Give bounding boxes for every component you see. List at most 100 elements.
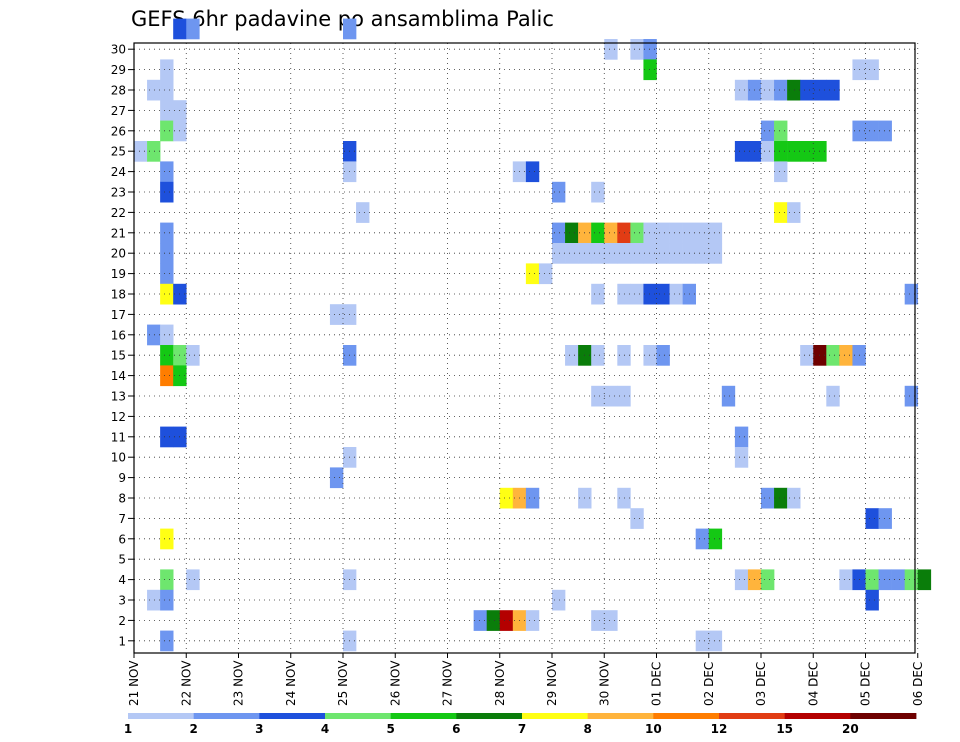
precip-cell — [134, 141, 148, 162]
precip-cell — [761, 79, 775, 101]
precip-cell — [147, 324, 161, 346]
precip-cell — [826, 345, 840, 366]
chart-title: GEFS 6hr padavine po ansamblima Palic — [131, 7, 554, 31]
precip-cell — [787, 487, 801, 509]
precip-cell — [160, 345, 174, 366]
color-scale-bar: 1 2 3 4 5 6 7 8 10 12 15 20 — [124, 713, 917, 736]
x-tick-label: 22 NOV — [179, 660, 193, 706]
colorbar-label: 5 — [386, 722, 394, 736]
precip-cell — [591, 283, 605, 305]
y-tick-label: 14 — [111, 369, 126, 383]
y-axis-member-ticks: 1234567891011121314151617181920212223242… — [111, 43, 134, 648]
x-tick-label: 30 NOV — [597, 660, 611, 706]
precip-cell — [734, 79, 749, 101]
precip-cell — [708, 222, 723, 244]
precip-cell — [525, 487, 540, 509]
colorbar-label: 1 — [124, 722, 132, 736]
y-tick-label: 16 — [111, 328, 126, 342]
precip-cell — [591, 181, 605, 203]
x-tick-label: 28 NOV — [493, 660, 507, 706]
precip-cell — [617, 487, 631, 509]
precip-cell — [591, 345, 605, 366]
precip-cell — [721, 385, 736, 407]
colorbar-label: 15 — [776, 722, 793, 736]
precipitation-cells — [134, 18, 932, 652]
precip-cell — [591, 385, 605, 407]
precip-cell — [734, 447, 749, 468]
precip-cell — [734, 569, 749, 591]
precip-cell — [761, 487, 775, 509]
precip-cell — [160, 528, 174, 550]
precip-cell — [734, 141, 749, 162]
precip-cell — [160, 181, 174, 203]
precip-cell — [800, 345, 814, 366]
colorbar-swatch — [390, 713, 457, 719]
precip-cell — [525, 263, 540, 285]
y-tick-label: 24 — [111, 165, 126, 179]
precip-cell — [643, 222, 657, 244]
precip-cell — [865, 120, 879, 142]
precip-cell — [499, 610, 514, 631]
precip-cell — [734, 426, 749, 448]
precip-cell — [761, 141, 775, 162]
y-tick-label: 25 — [111, 145, 126, 159]
precip-cell — [708, 630, 723, 652]
precip-cell — [565, 345, 579, 366]
precip-cell — [917, 569, 932, 591]
colorbar-label: 3 — [255, 722, 263, 736]
precip-cell — [761, 120, 775, 142]
precip-cell — [160, 630, 174, 652]
precip-cell — [147, 79, 161, 101]
precip-cell — [891, 569, 905, 591]
precip-cell — [695, 243, 710, 264]
precip-cell — [669, 283, 683, 305]
colorbar-swatch — [128, 713, 195, 719]
precip-cell — [499, 487, 514, 509]
precip-cell — [669, 222, 683, 244]
precip-cell — [604, 610, 618, 631]
precip-cell — [708, 528, 723, 550]
y-tick-label: 5 — [118, 553, 126, 567]
y-tick-label: 18 — [111, 288, 126, 302]
precip-cell — [774, 161, 788, 183]
x-tick-label: 04 DEC — [806, 662, 820, 706]
plot-frame — [133, 42, 916, 654]
precip-cell — [904, 283, 919, 305]
precip-cell — [473, 610, 487, 631]
colorbar-swatch — [719, 713, 786, 719]
precip-cell — [826, 79, 840, 101]
precip-cell — [160, 100, 174, 121]
precip-cell — [617, 345, 631, 366]
precip-cell — [552, 589, 566, 611]
precip-cell — [160, 222, 174, 244]
precip-cell — [160, 569, 174, 591]
precip-cell — [643, 59, 657, 81]
precip-cell — [565, 243, 579, 264]
precip-cell — [617, 243, 631, 264]
y-tick-label: 28 — [111, 84, 126, 98]
y-tick-label: 26 — [111, 124, 126, 138]
precip-cell — [552, 222, 566, 244]
precip-cell — [160, 120, 174, 142]
y-tick-label: 1 — [118, 634, 126, 648]
precip-cell — [800, 141, 814, 162]
precip-cell — [656, 243, 670, 264]
x-tick-label: 06 DEC — [911, 662, 925, 706]
precip-cell — [160, 161, 174, 183]
y-tick-label: 22 — [111, 206, 126, 220]
precip-cell — [865, 589, 879, 611]
x-tick-label: 05 DEC — [859, 662, 873, 706]
colorbar-swatch — [850, 713, 917, 719]
colorbar-label: 12 — [711, 722, 728, 736]
precip-cell — [630, 243, 644, 264]
y-tick-label: 2 — [118, 614, 126, 628]
precip-cell — [656, 283, 670, 305]
precip-cell — [525, 610, 540, 631]
precip-cell — [343, 18, 357, 40]
precip-cell — [656, 222, 670, 244]
precip-cell — [186, 18, 200, 40]
precip-cell — [695, 528, 710, 550]
precip-cell — [565, 222, 579, 244]
y-tick-label: 6 — [118, 532, 126, 546]
x-tick-label: 24 NOV — [284, 660, 298, 706]
